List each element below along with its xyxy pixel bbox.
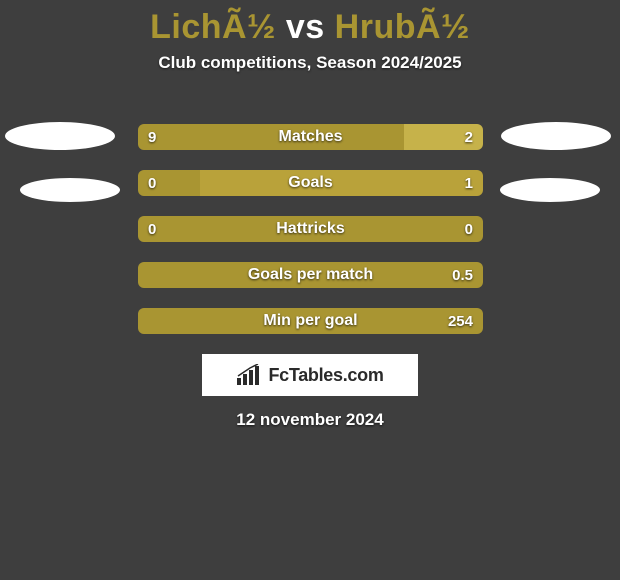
stat-bar-right-seg xyxy=(404,124,483,150)
player2-avatar-large xyxy=(501,122,611,150)
stat-bar-row: Hattricks00 xyxy=(138,216,483,242)
stat-bar-left-seg xyxy=(138,170,200,196)
stat-bar-row: Goals01 xyxy=(138,170,483,196)
player1-avatar-small xyxy=(20,178,120,202)
stat-bar-left-seg xyxy=(138,216,483,242)
page-title: LichÃ½ vs HrubÃ½ xyxy=(0,0,620,47)
player2-avatar-small xyxy=(500,178,600,202)
brand-text: FcTables.com xyxy=(268,365,383,386)
comparison-card: LichÃ½ vs HrubÃ½ Club competitions, Seas… xyxy=(0,0,620,580)
stat-bar-right-seg xyxy=(200,170,483,196)
stat-bars: Matches92 Goals01 Hattricks00 Goals per mat… xyxy=(138,124,483,354)
player1-name: LichÃ½ xyxy=(150,8,276,46)
brand-box[interactable]: FcTables.com xyxy=(202,354,418,396)
stat-bar-row: Matches92 xyxy=(138,124,483,150)
brand-logo-icon xyxy=(236,364,262,386)
player2-name: HrubÃ½ xyxy=(335,8,470,46)
vs-label: vs xyxy=(286,8,325,46)
stat-bar-left-seg xyxy=(138,124,404,150)
subtitle: Club competitions, Season 2024/2025 xyxy=(0,53,620,73)
date-label: 12 november 2024 xyxy=(0,410,620,430)
stat-bar-right-seg xyxy=(138,308,483,334)
player1-avatar-large xyxy=(5,122,115,150)
stat-bar-row: Min per goal254 xyxy=(138,308,483,334)
stat-bar-right-seg xyxy=(138,262,483,288)
stat-bar-row: Goals per match0.5 xyxy=(138,262,483,288)
